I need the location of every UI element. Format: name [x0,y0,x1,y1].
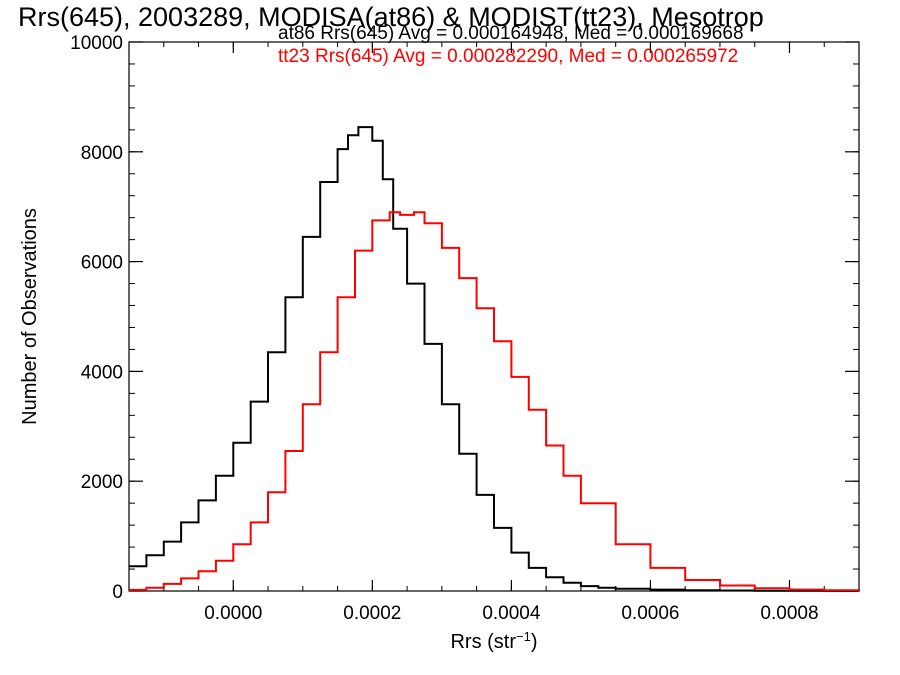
plot-frame [128,41,860,592]
series-line-at86 [129,126,860,592]
x-tick-label: 0.0002 [343,603,401,624]
y-axis-title: Number of Observations [19,208,41,425]
legend-entry-tt23: tt23 Rrs(645) Avg = 0.000282290, Med = 0… [278,46,739,67]
series-group [129,126,860,592]
y-tick-label: 2000 [81,472,123,493]
x-tick-label: 0.0006 [621,603,679,624]
y-tick-label: 8000 [81,143,123,164]
series-line-tt23 [129,211,860,592]
y-tick-label: 4000 [81,362,123,383]
x-tick-label: 0.0008 [760,603,818,624]
x-axis-title-main: Rrs (str [450,631,516,653]
y-tick-label: 0 [112,582,123,603]
x-axis-title-close: ) [531,631,538,653]
x-axis-title: Rrs (str−1) [450,629,537,654]
x-tick-label: 0.0000 [204,603,262,624]
x-axis-title-superscript: −1 [516,629,531,644]
chart-title: Rrs(645), 2003289, MODISA(at86) & MODIST… [18,2,764,32]
y-tick-label: 10000 [70,33,123,54]
legend-entry-at86: at86 Rrs(645) Avg = 0.000164948, Med = 0… [278,23,744,44]
axis-ticks: 0.0000 0.0002 0.0004 0.0006 0.0008 0 2000 4000 6… [70,33,860,624]
x-tick-label: 0.0004 [482,603,541,624]
y-tick-label: 6000 [81,253,123,274]
